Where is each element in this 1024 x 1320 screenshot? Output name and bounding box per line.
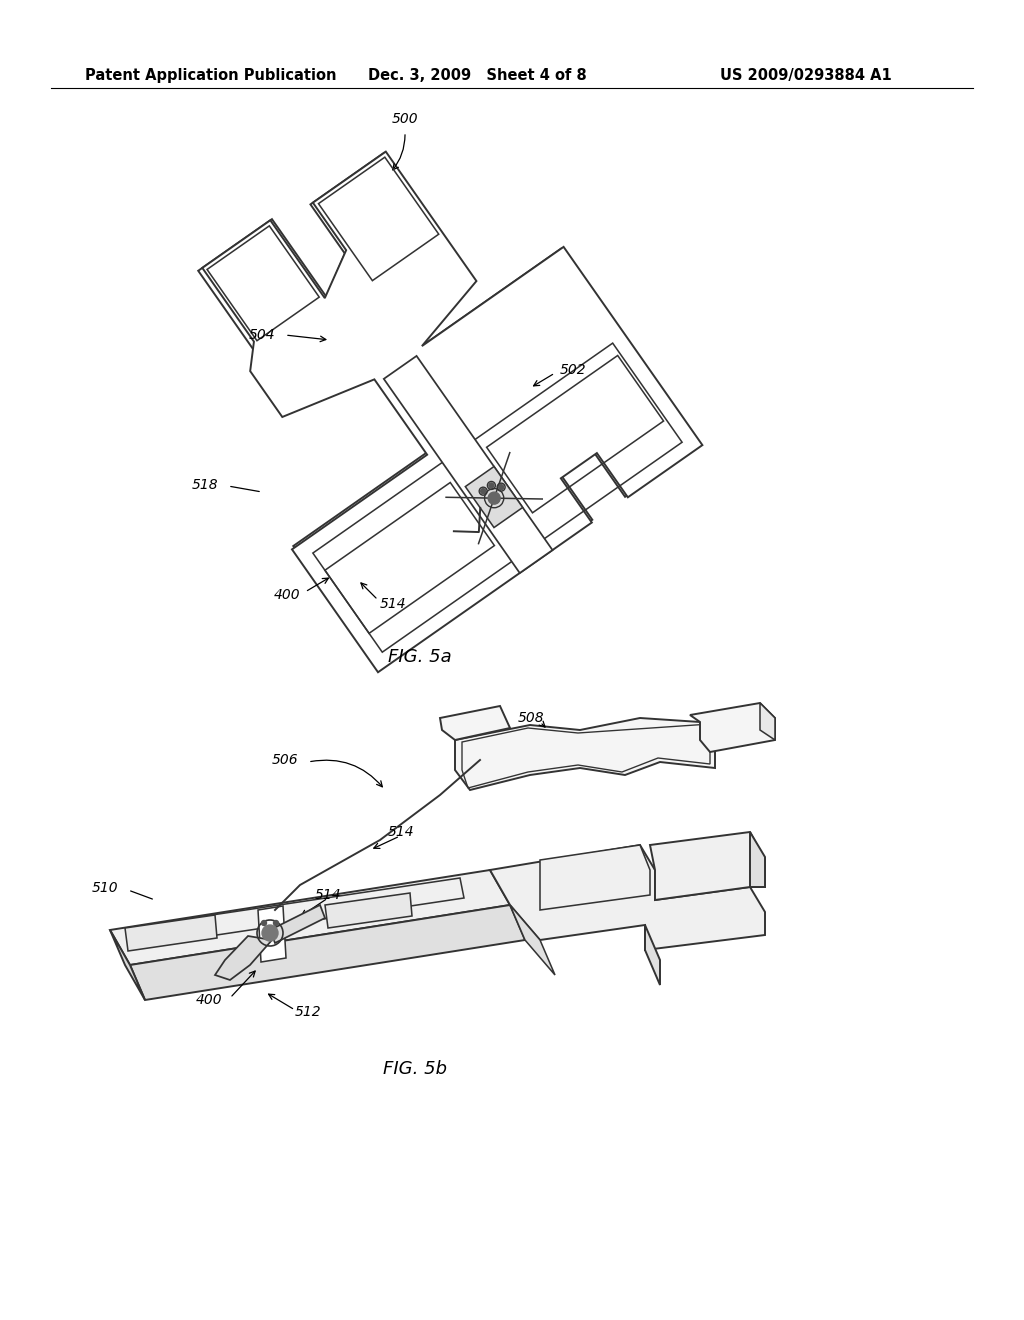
Text: 504: 504 bbox=[249, 327, 275, 342]
Polygon shape bbox=[645, 925, 660, 985]
Polygon shape bbox=[690, 704, 775, 752]
Polygon shape bbox=[540, 845, 650, 909]
Polygon shape bbox=[510, 906, 555, 975]
Text: 514: 514 bbox=[380, 597, 407, 611]
Polygon shape bbox=[490, 845, 765, 950]
Text: 514: 514 bbox=[388, 825, 415, 840]
Text: Patent Application Publication: Patent Application Publication bbox=[85, 69, 337, 83]
Circle shape bbox=[480, 488, 485, 494]
Polygon shape bbox=[215, 936, 272, 979]
Text: 400: 400 bbox=[273, 587, 300, 602]
Text: 518: 518 bbox=[191, 478, 218, 492]
Polygon shape bbox=[750, 832, 765, 887]
Text: 502: 502 bbox=[560, 363, 587, 378]
Polygon shape bbox=[325, 894, 412, 928]
Polygon shape bbox=[199, 153, 698, 669]
Polygon shape bbox=[203, 152, 702, 672]
Text: 506: 506 bbox=[271, 752, 298, 767]
Text: 400: 400 bbox=[196, 993, 222, 1007]
Circle shape bbox=[488, 483, 494, 488]
Text: 508: 508 bbox=[518, 711, 545, 725]
Polygon shape bbox=[440, 706, 510, 741]
Text: 500: 500 bbox=[392, 112, 419, 125]
Text: US 2009/0293884 A1: US 2009/0293884 A1 bbox=[720, 69, 892, 83]
Polygon shape bbox=[110, 931, 145, 1001]
Polygon shape bbox=[125, 915, 217, 950]
Circle shape bbox=[488, 492, 500, 504]
Text: 512: 512 bbox=[295, 1005, 322, 1019]
Polygon shape bbox=[130, 906, 525, 1001]
Circle shape bbox=[262, 925, 278, 941]
Circle shape bbox=[273, 920, 279, 925]
Polygon shape bbox=[110, 870, 510, 965]
Text: FIG. 5a: FIG. 5a bbox=[388, 648, 452, 667]
Polygon shape bbox=[650, 832, 765, 900]
Text: FIG. 5b: FIG. 5b bbox=[383, 1060, 447, 1078]
Text: 514: 514 bbox=[315, 888, 342, 902]
Text: 510: 510 bbox=[91, 880, 118, 895]
Polygon shape bbox=[455, 718, 715, 789]
Circle shape bbox=[261, 920, 266, 925]
Polygon shape bbox=[760, 704, 775, 741]
Polygon shape bbox=[258, 906, 286, 962]
Polygon shape bbox=[465, 466, 522, 528]
Text: Dec. 3, 2009   Sheet 4 of 8: Dec. 3, 2009 Sheet 4 of 8 bbox=[368, 69, 587, 83]
Circle shape bbox=[499, 484, 504, 490]
Polygon shape bbox=[270, 906, 325, 942]
Polygon shape bbox=[384, 356, 553, 573]
